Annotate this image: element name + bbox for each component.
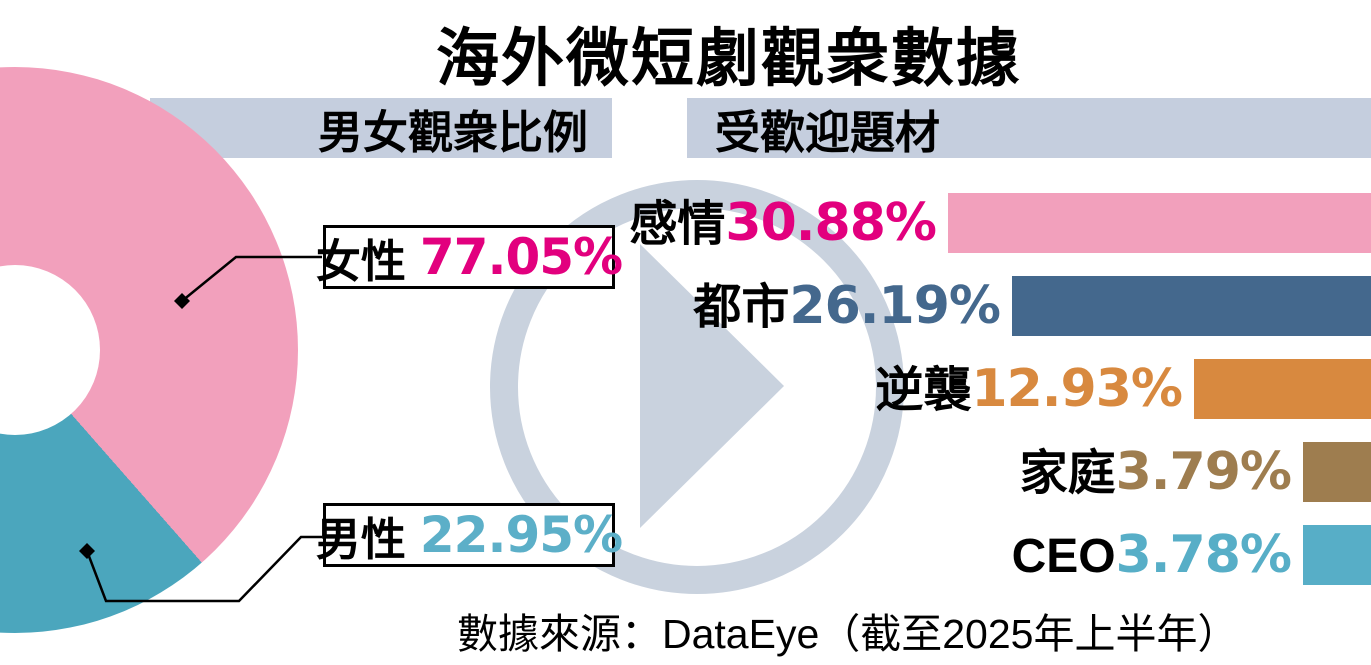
male-value: 22.95%: [419, 506, 623, 564]
female-value: 77.05%: [419, 228, 623, 286]
female-share-callout: 女性 77.05%: [316, 225, 623, 289]
male-share-callout: 男性 22.95%: [316, 503, 623, 567]
genre-label: 感情: [629, 198, 726, 251]
genre-value: 26.19%: [789, 276, 1001, 336]
genre-label: 都市: [693, 281, 790, 334]
genre-label: 家庭: [1019, 447, 1116, 500]
genre-bar: [1303, 525, 1371, 585]
play-icon-ring: [490, 180, 904, 594]
genre-bar: [1303, 442, 1371, 502]
genre-value: 12.93%: [971, 359, 1183, 419]
page-title: 海外微短劇觀衆數據: [436, 24, 1021, 94]
genre-label: CEO: [1011, 530, 1116, 583]
genre-bar: [948, 193, 1371, 253]
genre-row-逆襲: 逆襲12.93%: [0, 359, 1371, 419]
section-header-gender: 男女觀衆比例: [150, 98, 612, 158]
genre-row-都市: 都市26.19%: [0, 276, 1371, 336]
genre-bar: [1012, 276, 1371, 336]
male-label: 男性: [315, 513, 406, 565]
genre-label: 逆襲: [875, 364, 972, 417]
genre-value: 30.88%: [725, 193, 937, 253]
male-leader-diamond: [79, 543, 95, 559]
section-header-gender-label: 男女觀衆比例: [317, 106, 588, 158]
play-icon-triangle: [640, 244, 784, 528]
female-leader-diamond: [174, 293, 190, 309]
genre-row-感情: 感情30.88%: [0, 193, 1371, 253]
female-label: 女性: [315, 235, 406, 287]
genre-bar: [1194, 359, 1371, 419]
source-note: 數據來源：DataEye（截至2025年上半年）: [457, 611, 1239, 657]
female-leader-line: [181, 255, 322, 302]
male-leader-line: [85, 535, 322, 603]
section-header-genres-label: 受歡迎題材: [715, 106, 941, 158]
genre-row-CEO: CEO3.78%: [0, 525, 1371, 585]
genre-value: 3.79%: [1115, 442, 1292, 502]
section-header-genres: 受歡迎題材: [687, 98, 1371, 158]
genre-value: 3.78%: [1115, 525, 1292, 585]
genre-row-家庭: 家庭3.79%: [0, 442, 1371, 502]
